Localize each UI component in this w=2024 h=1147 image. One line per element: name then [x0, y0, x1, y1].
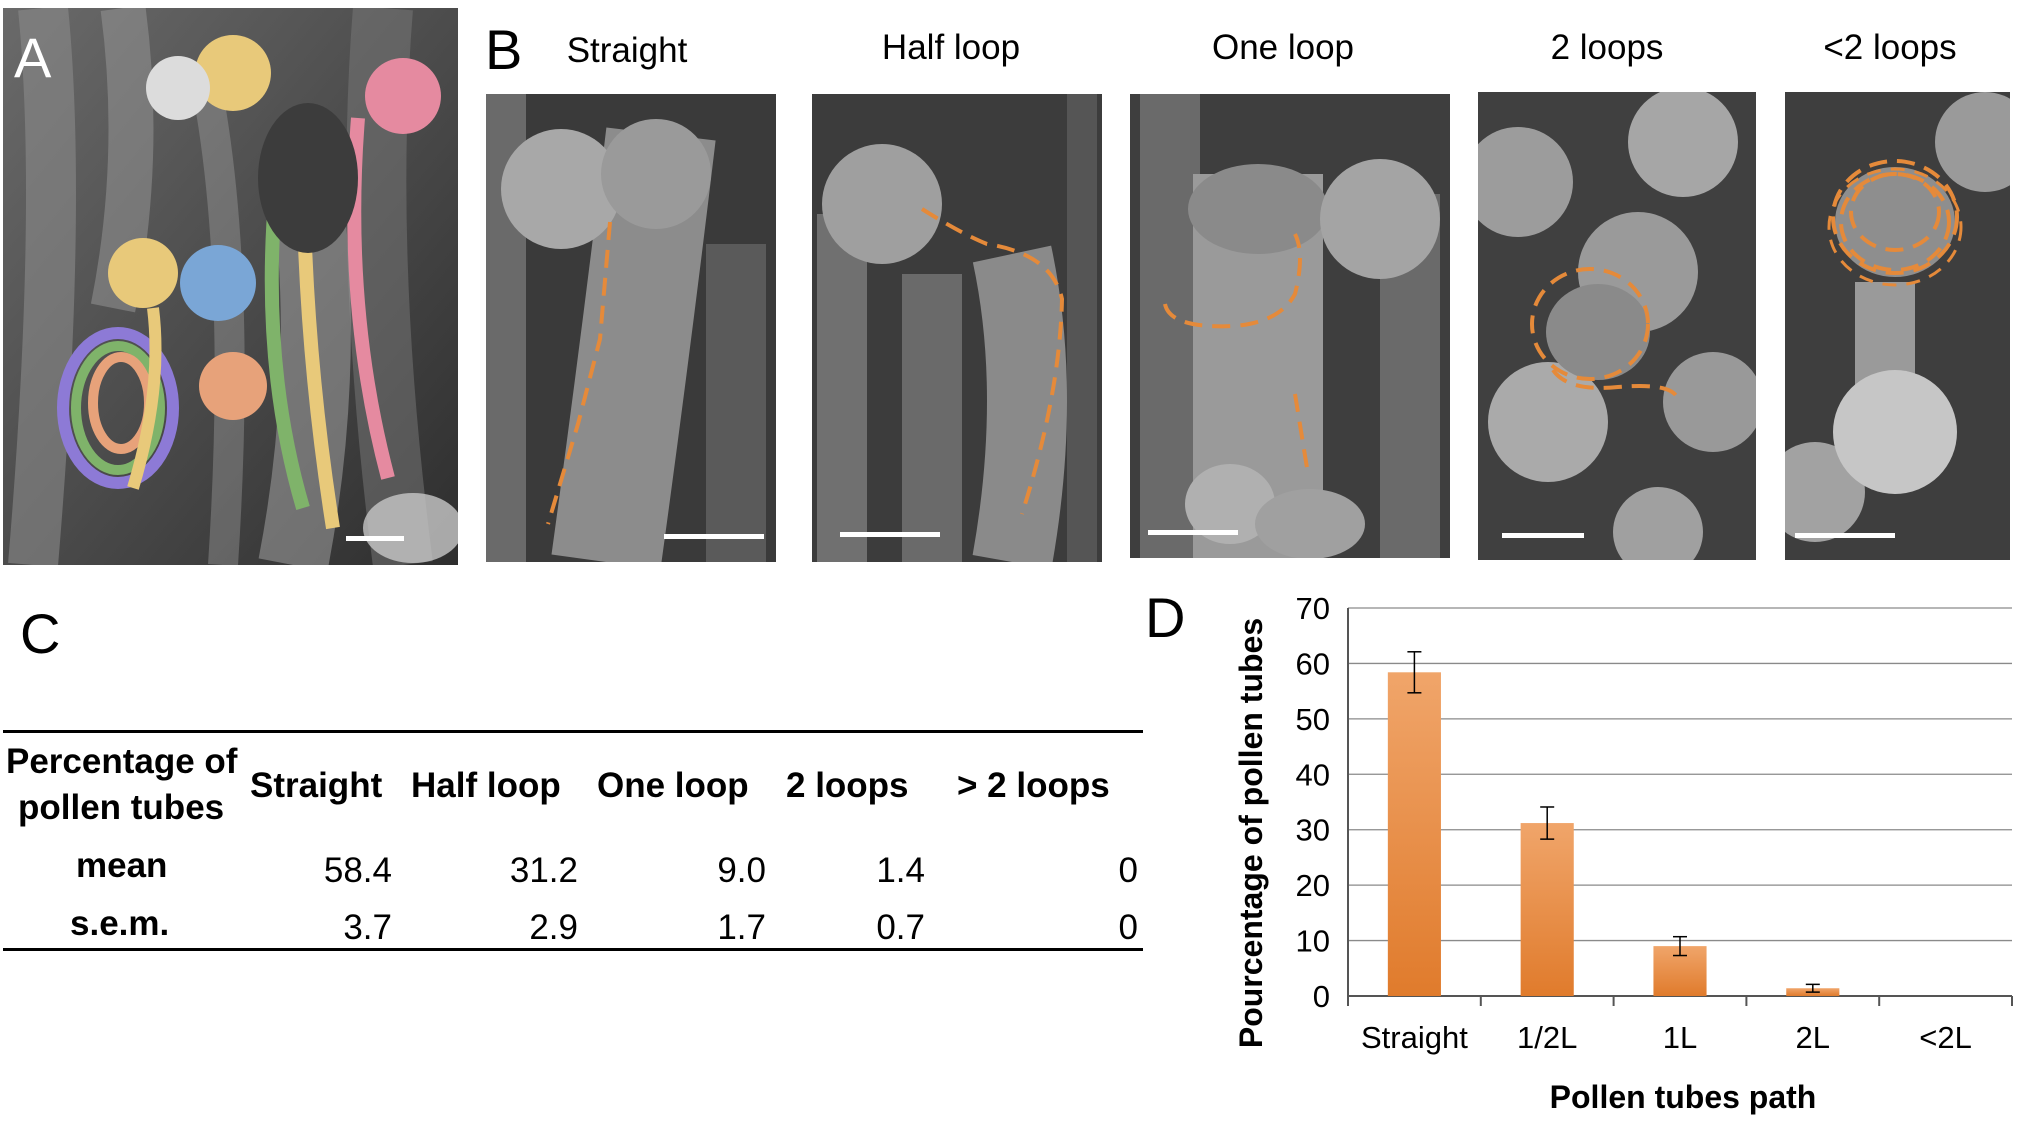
scale-bar: [664, 534, 764, 539]
y-tick-label: 40: [1296, 757, 1330, 792]
table-col-more-loops: > 2 loops: [957, 766, 1110, 805]
x-tick-label: 2L: [1796, 1020, 1830, 1055]
table-cell: 9.0: [717, 851, 766, 890]
y-axis-label: Pourcentage of pollen tubes: [1233, 618, 1269, 1048]
y-tick-label: 70: [1296, 591, 1330, 626]
y-tick-label: 0: [1313, 979, 1330, 1014]
micrograph-one-loop: [1130, 94, 1450, 558]
y-tick-label: 30: [1296, 813, 1330, 848]
panel-b-title-more-loops: <2 loops: [1823, 28, 1957, 67]
micrograph-more-loops: [1785, 92, 2010, 560]
panel-a-micrograph: [3, 8, 458, 565]
scale-bar: [1502, 533, 1584, 538]
y-tick-label: 10: [1296, 924, 1330, 959]
scale-bar: [840, 532, 940, 537]
table-row-header-line2: pollen tubes: [18, 788, 225, 827]
table-cell: 31.2: [509, 851, 578, 890]
micrograph-half-loop: [812, 94, 1102, 562]
panel-b-label: B: [485, 18, 523, 81]
table-row-label-sem: s.e.m.: [70, 904, 170, 943]
x-tick-label: 1/2L: [1517, 1020, 1577, 1055]
bar: [1387, 672, 1441, 996]
panel-c-label: C: [20, 602, 61, 665]
table-cell: 0: [1118, 908, 1138, 947]
panel-b-title-one-loop: One loop: [1211, 28, 1355, 67]
table-cell: 3.7: [343, 908, 392, 947]
table-cell: 2.9: [529, 908, 578, 947]
panel-b-title-2-loops: 2 loops: [1550, 28, 1664, 67]
table-cell: 58.4: [323, 851, 392, 890]
table-col-straight: Straight: [250, 766, 383, 805]
x-axis-label: Pollen tubes path: [1550, 1079, 1817, 1115]
table-col-one-loop: One loop: [597, 766, 749, 805]
x-tick-label: Straight: [1361, 1020, 1468, 1055]
bar: [1520, 823, 1574, 996]
table-col-half-loop: Half loop: [411, 766, 561, 805]
table-col-2-loops: 2 loops: [786, 766, 909, 805]
panel-b-title-half-loop: Half loop: [881, 28, 1021, 67]
table-row-label-mean: mean: [76, 846, 168, 885]
panel-d-label: D: [1145, 586, 1186, 649]
scale-bar: [1148, 530, 1238, 535]
y-tick-label: 60: [1296, 646, 1330, 681]
panel-b-title-straight: Straight: [566, 31, 688, 70]
table-top-rule: [3, 730, 1143, 733]
table-cell: 0: [1118, 851, 1138, 890]
micrograph-straight: [486, 94, 776, 562]
table-row-header-line1: Percentage of: [6, 742, 238, 781]
micrograph-2-loops: [1478, 92, 1756, 560]
y-tick-label: 50: [1296, 702, 1330, 737]
scale-bar: [1795, 533, 1895, 538]
scale-bar: [346, 536, 404, 541]
table-cell: 0.7: [876, 908, 925, 947]
table-cell: 1.4: [876, 851, 925, 890]
y-tick-label: 20: [1296, 868, 1330, 903]
table-cell: 1.7: [717, 908, 766, 947]
x-tick-label: 1L: [1663, 1020, 1697, 1055]
x-tick-label: <2L: [1919, 1020, 1972, 1055]
panel-a-label: A: [14, 26, 52, 89]
table-bottom-rule: [3, 948, 1143, 951]
